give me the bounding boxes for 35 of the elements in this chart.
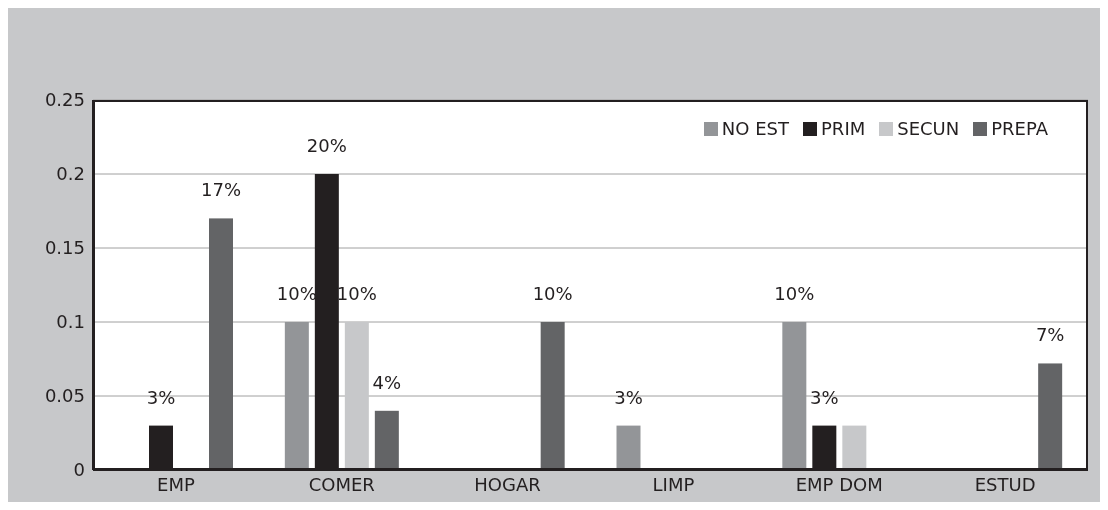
x-tick-label: COMER — [308, 473, 375, 495]
y-tick-label: 0 — [73, 459, 85, 481]
data-label: 17% — [200, 179, 242, 201]
bar — [1038, 363, 1063, 470]
legend-label: SECUN — [897, 118, 960, 139]
legend-label: PRIM — [821, 118, 866, 139]
data-label: 4% — [372, 371, 402, 393]
y-tick-label: 0.25 — [44, 89, 85, 111]
legend-label: PREPA — [991, 118, 1048, 139]
legend-label: NO EST — [721, 118, 790, 139]
bar — [374, 410, 399, 470]
x-tick-label: HOGAR — [474, 473, 541, 495]
bar — [782, 322, 807, 470]
bar — [842, 425, 867, 470]
y-tick-label: 0.2 — [56, 163, 85, 185]
data-label: 20% — [306, 135, 347, 156]
y-tick-label: 0.05 — [44, 385, 85, 407]
data-label: 3% — [146, 386, 176, 408]
y-tick-label: 0.15 — [44, 237, 85, 259]
x-tick-label: EMP DOM — [795, 473, 883, 495]
bar — [209, 218, 233, 470]
bar — [616, 425, 641, 470]
data-label: 3% — [810, 386, 839, 408]
x-tick-label: LIMP — [652, 473, 695, 495]
data-label: 10% — [532, 283, 573, 304]
x-tick-label: EMP — [157, 473, 195, 495]
bar — [344, 322, 369, 470]
data-label: 3% — [614, 386, 643, 408]
data-label: 10% — [774, 283, 815, 304]
bar — [284, 322, 309, 470]
data-label: 10% — [276, 283, 317, 304]
y-tick-label: 0.1 — [56, 311, 85, 333]
data-label: 7% — [1035, 324, 1065, 346]
x-tick-label: ESTUD — [974, 473, 1036, 495]
bar — [540, 322, 565, 470]
